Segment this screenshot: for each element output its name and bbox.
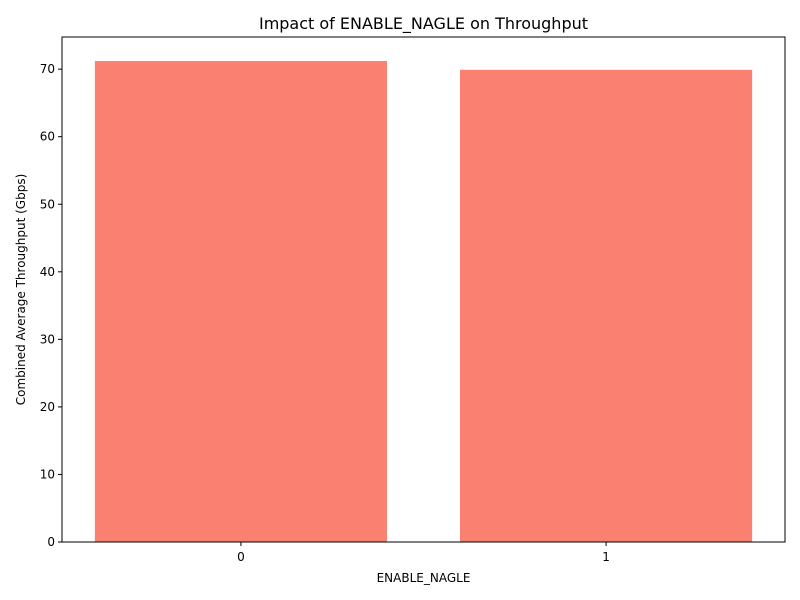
y-axis-label: Combined Average Throughput (Gbps) bbox=[14, 174, 28, 406]
y-tick-label: 40 bbox=[40, 265, 55, 279]
y-tick-label: 30 bbox=[40, 332, 55, 346]
x-tick-label: 1 bbox=[602, 550, 610, 564]
y-tick-label: 20 bbox=[40, 400, 55, 414]
bars-group bbox=[94, 61, 753, 543]
y-tick-label: 10 bbox=[40, 467, 55, 481]
x-axis-label: ENABLE_NAGLE bbox=[377, 571, 471, 585]
bar-1 bbox=[460, 69, 753, 543]
y-tick-label: 70 bbox=[40, 62, 55, 76]
y-tick-label: 60 bbox=[40, 130, 55, 144]
chart-title: Impact of ENABLE_NAGLE on Throughput bbox=[259, 14, 588, 34]
y-axis-ticks: 0 10 20 30 40 50 60 70 bbox=[40, 62, 62, 549]
bar-0 bbox=[94, 61, 387, 543]
plot-frame bbox=[61, 36, 786, 543]
y-tick-label: 50 bbox=[40, 197, 55, 211]
y-tick-label: 0 bbox=[47, 535, 55, 549]
x-tick-label: 0 bbox=[237, 550, 245, 564]
